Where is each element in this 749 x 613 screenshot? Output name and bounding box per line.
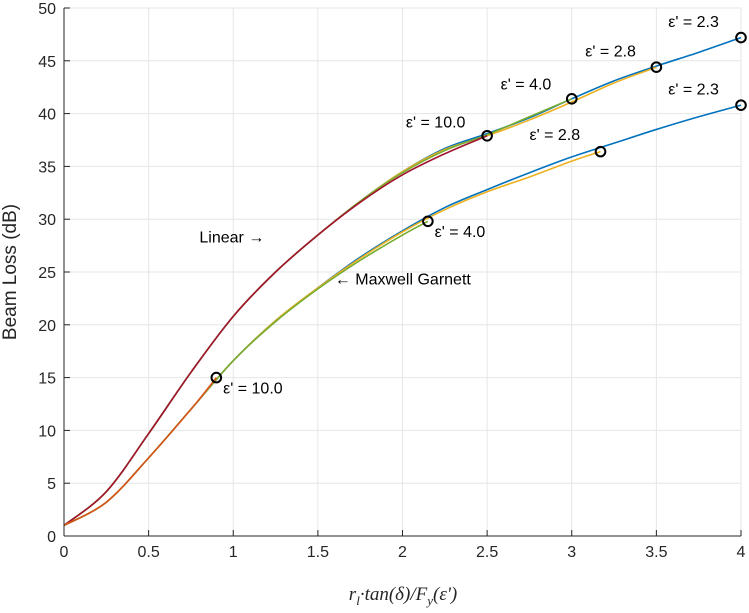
x-tick-label-8: 4 (737, 544, 746, 561)
series-line-3 (63, 135, 488, 527)
grid (63, 7, 742, 537)
x-tick-label-7: 3.5 (645, 544, 667, 561)
annotation-7: ε' = 2.3 (668, 14, 719, 31)
annotation-3: ε' = 2.3 (668, 82, 719, 99)
y-tick-label-1: 5 (47, 476, 56, 493)
y-tick-label-3: 15 (38, 371, 56, 388)
marker-5 (565, 93, 578, 105)
annotation-8: Linear → (199, 229, 264, 246)
y-tick-label-10: 50 (38, 1, 56, 18)
series-line-6 (63, 220, 429, 527)
annotations: ε' = 10.0 ε' = 4.0 ε' = 2.8 ε' = 2.3 ε' = 10… (199, 14, 719, 397)
marker-1 (422, 215, 434, 228)
series-line-5 (63, 150, 601, 527)
marker-6 (650, 61, 663, 73)
annotation-4: ε' = 10.0 (406, 114, 466, 131)
x-tick-label-5: 2.5 (476, 544, 498, 561)
annotation-5: ε' = 4.0 (501, 76, 552, 93)
marker-4 (481, 129, 493, 142)
marker-2 (594, 145, 607, 158)
marker-7 (735, 31, 747, 44)
y-tick-label-6: 30 (38, 212, 56, 229)
annotation-6: ε' = 2.8 (585, 44, 636, 61)
y-tick-label-8: 40 (38, 107, 56, 124)
y-tick-label-5: 25 (38, 265, 56, 282)
x-axis-label: rl·tan(δ)/Fy(ε') (349, 584, 457, 608)
marker-0 (210, 371, 223, 384)
x-tick-label-2: 1 (229, 544, 238, 561)
annotation-9: ← Maxwell Garnett (335, 272, 472, 289)
y-tick-label-9: 45 (38, 54, 56, 71)
axes (63, 7, 742, 537)
y-tick-label-0: 0 (47, 529, 56, 546)
marker-3 (735, 99, 747, 111)
x-tick-label-3: 1.5 (307, 544, 329, 561)
annotation-0: ε' = 10.0 (223, 380, 283, 397)
x-tick-label-1: 0.5 (138, 544, 160, 561)
x-tick-label-6: 3 (567, 544, 576, 561)
y-tick-label-7: 35 (38, 159, 56, 176)
y-tick-label-2: 10 (38, 423, 56, 440)
y-tick-label-4: 20 (38, 318, 56, 335)
markers (210, 31, 747, 384)
series-line-7 (63, 377, 217, 527)
y-axis-label: Beam Loss (dB) (0, 204, 21, 340)
annotation-1: ε' = 4.0 (435, 224, 486, 241)
x-tick-label-4: 2 (398, 544, 407, 561)
series (63, 36, 742, 527)
x-tick-label-0: 0 (60, 544, 69, 561)
annotation-2: ε' = 2.8 (529, 127, 580, 144)
